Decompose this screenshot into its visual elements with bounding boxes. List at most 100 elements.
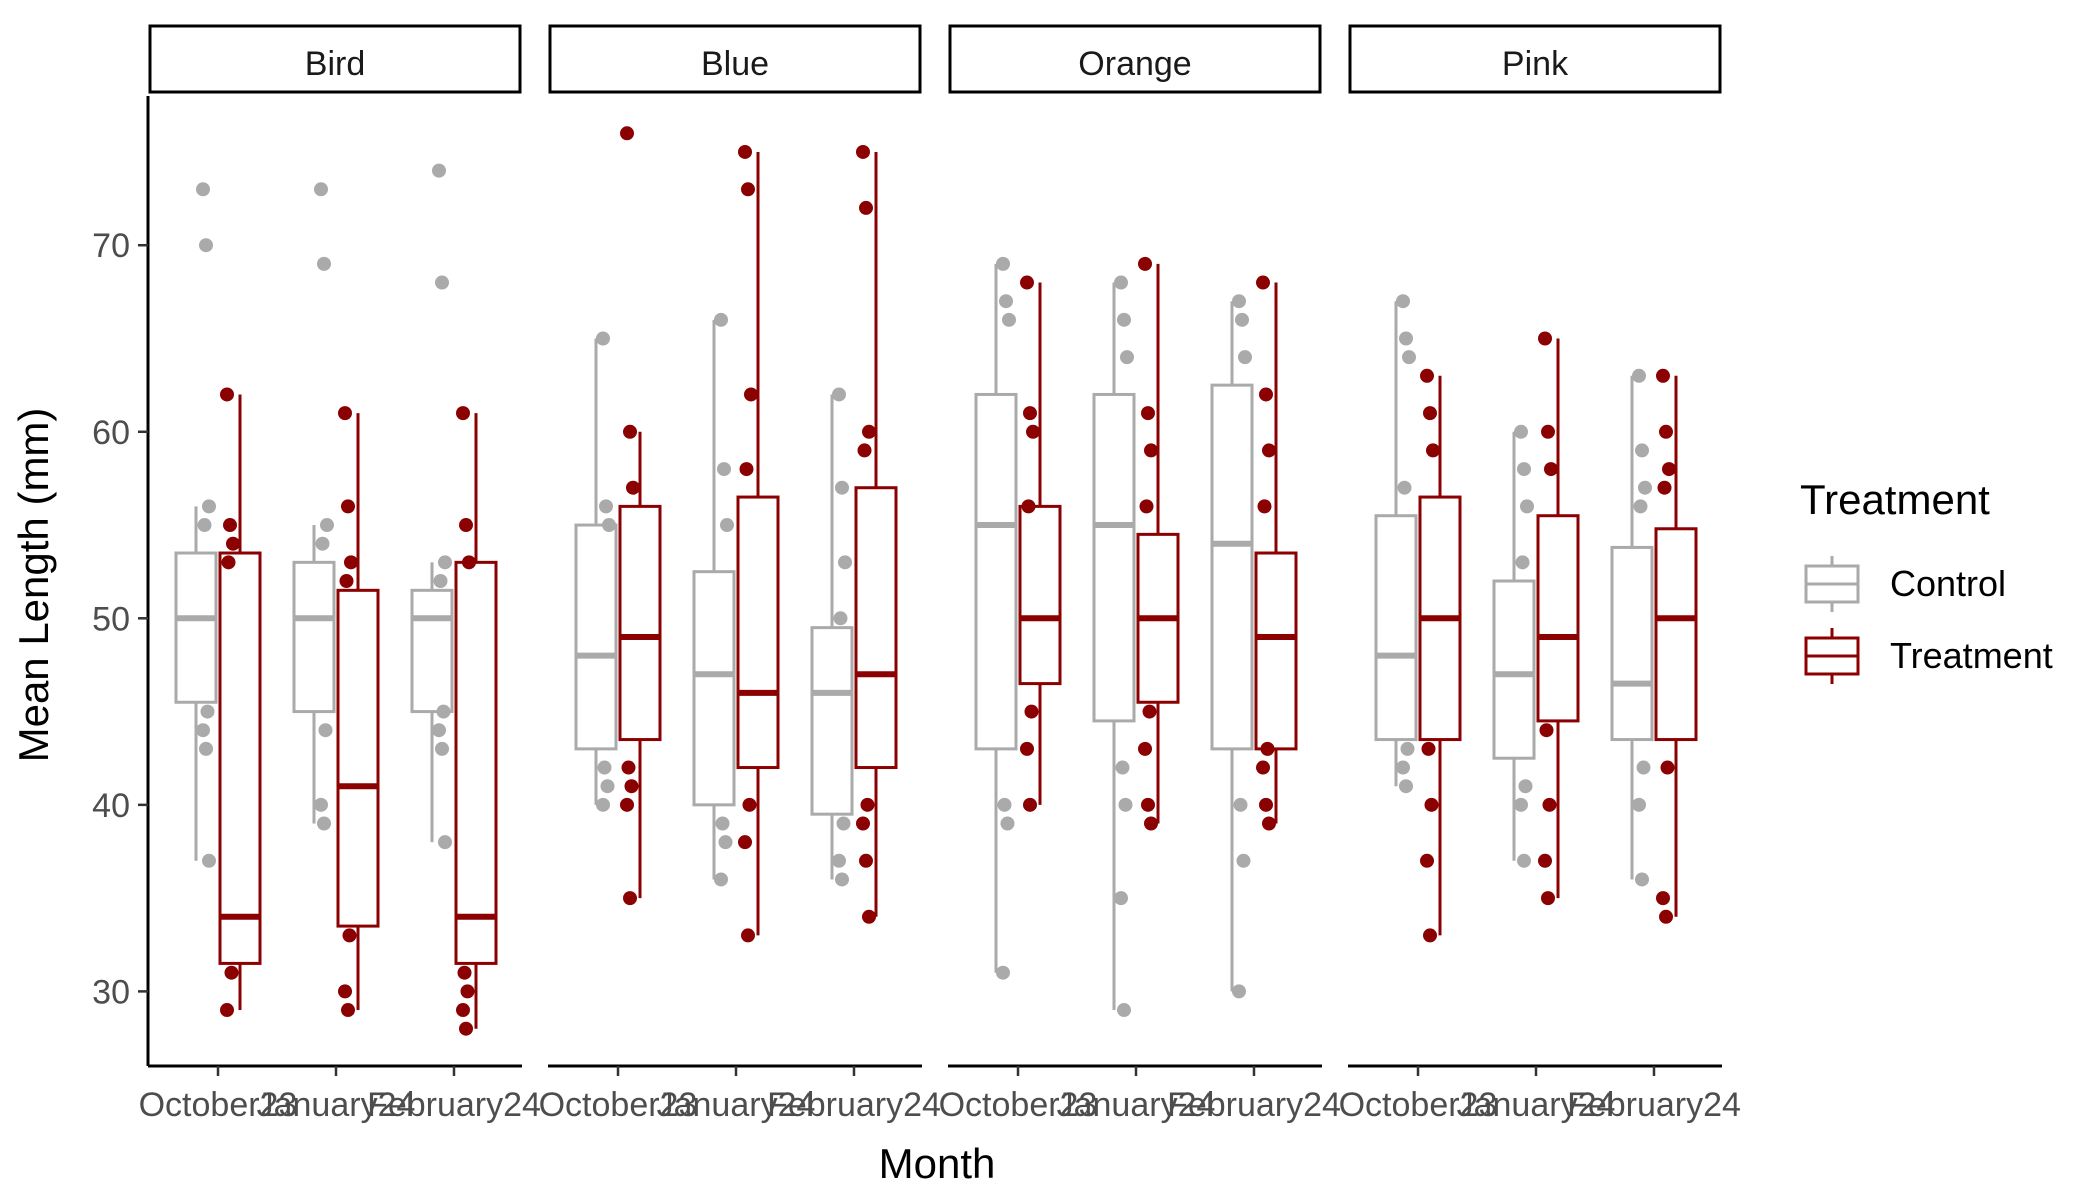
data-point [199,741,213,756]
data-point [1020,741,1034,756]
data-point [224,965,239,980]
data-point [626,480,640,495]
box-iqr [618,504,662,742]
box-treatment-october23 [1018,275,1062,812]
data-point [462,555,476,570]
data-point [460,984,475,999]
data-point [1659,424,1673,439]
data-point [1114,275,1128,290]
box-control-february24 [1610,368,1654,887]
data-point [1515,555,1530,570]
box-treatment-january24 [336,406,380,1018]
data-point [456,406,470,421]
data-point [1139,499,1154,514]
data-point [1233,797,1248,812]
data-point [1000,816,1015,831]
data-point [1659,909,1673,924]
box-treatment-february24 [454,406,498,1036]
facet-panels: BirdOctober23January24February24BlueOcto… [139,24,1741,1124]
data-point [835,872,849,887]
data-point [1399,779,1413,794]
data-point [1026,424,1040,439]
data-point [433,574,448,588]
data-point [1636,760,1651,775]
data-point [202,499,216,514]
data-point [857,443,872,458]
data-point [314,182,328,197]
legend: Treatment Control Treatment [1800,476,2053,684]
data-point [226,536,240,551]
data-point [862,909,876,924]
data-point [220,1003,234,1018]
box-control-february24 [1210,294,1254,999]
data-point [1142,704,1157,719]
box-iqr [854,486,898,770]
data-point [1138,256,1152,271]
data-point [220,387,234,402]
data-point [221,555,236,570]
data-point [344,555,358,570]
data-point [742,797,757,812]
data-point [196,182,210,197]
data-point [1656,368,1670,383]
data-point [620,797,634,812]
data-point [1399,331,1413,346]
box-iqr [174,551,218,704]
x-tick-label: October23 [139,1086,298,1124]
data-point [1020,275,1034,290]
data-point [435,275,449,290]
box-control-january24 [1092,275,1136,1018]
data-point [856,816,870,831]
data-point [600,779,615,794]
data-point [1397,480,1412,495]
data-point [432,163,446,178]
box-iqr [336,588,380,928]
data-point [856,144,870,159]
facet-strip [548,24,922,94]
box-iqr [1210,383,1254,751]
y-tick-label: 30 [92,973,130,1011]
data-point [1118,797,1133,812]
data-point [832,853,846,868]
box-treatment-october23 [1418,368,1462,943]
data-point [744,387,758,402]
data-point [1635,443,1649,458]
data-point [318,723,333,738]
data-point [621,760,636,775]
data-point [1423,928,1437,943]
box-iqr [1536,514,1580,723]
data-point [1262,816,1276,831]
x-tick-label: October23 [1339,1086,1498,1124]
data-point [738,144,752,159]
data-point [738,835,752,850]
facet-strip-label: Blue [701,45,769,83]
data-point [199,238,213,253]
data-point [997,797,1012,812]
box-treatment-january24 [736,144,780,943]
box-iqr [692,570,736,807]
data-point [1542,797,1557,812]
data-point [1520,499,1534,514]
data-point [438,835,452,850]
y-tick-label: 60 [92,414,130,452]
x-tick-label: January24 [257,1086,416,1124]
data-point [1420,853,1434,868]
legend-label: Control [1890,563,2006,604]
data-point [1238,350,1252,365]
data-point [1538,853,1552,868]
data-point [862,424,876,439]
data-point [1236,853,1251,868]
data-point [1426,443,1440,458]
data-point [1517,853,1531,868]
data-point [438,555,452,570]
data-point [714,312,728,327]
box-control-october23 [174,182,218,868]
data-point [200,704,215,719]
facet-strip [1348,24,1722,94]
data-point [860,797,875,812]
data-point [838,555,852,570]
box-iqr [218,551,262,965]
